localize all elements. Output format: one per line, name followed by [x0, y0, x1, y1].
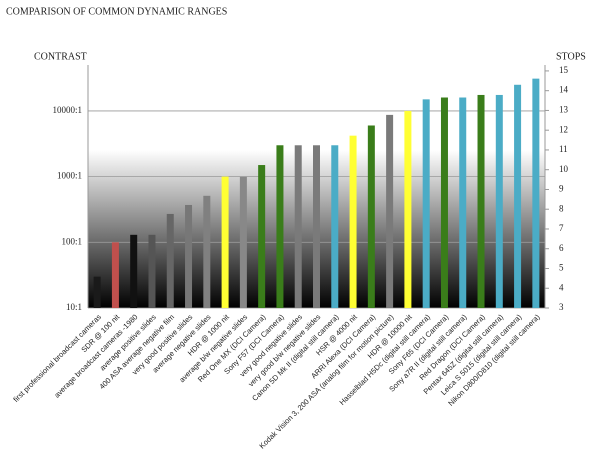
y-tick-label: 10:1 [66, 302, 82, 312]
bar [532, 78, 540, 308]
y2-tick-label: 8 [559, 203, 564, 213]
y2-tick-label: 13 [559, 105, 569, 115]
bar [185, 204, 193, 308]
bar [93, 276, 101, 308]
y2-tick-label: 3 [559, 302, 564, 312]
bar [459, 97, 467, 308]
y-axis-label: CONTRAST [34, 51, 87, 62]
y-tick-label: 1000:1 [57, 171, 82, 181]
bar [495, 94, 503, 308]
y2-tick-label: 4 [559, 282, 564, 292]
bar [440, 97, 448, 308]
bar [276, 145, 284, 308]
y2-tick-label: 7 [559, 223, 564, 233]
y2-tick-label: 12 [559, 124, 568, 134]
bar [203, 195, 211, 308]
chart-title: COMPARISON OF COMMON DYNAMIC RANGES [6, 6, 227, 17]
bar [148, 234, 156, 308]
y2-tick-label: 15 [559, 65, 569, 75]
bar [477, 94, 485, 308]
bar [349, 135, 357, 308]
y2-tick-label: 9 [559, 184, 564, 194]
bar [239, 176, 247, 308]
bar [258, 165, 266, 308]
bar [221, 176, 229, 308]
bar [130, 234, 138, 308]
y2-tick-label: 5 [559, 263, 564, 273]
bar [386, 114, 394, 308]
bar [166, 213, 174, 308]
bar [294, 145, 302, 308]
bar [422, 99, 430, 308]
y2-tick-label: 11 [559, 144, 568, 154]
bar [313, 145, 320, 308]
bar [514, 84, 522, 309]
bar [331, 145, 339, 308]
bar [367, 125, 375, 308]
y-tick-label: 100:1 [61, 236, 82, 246]
y-tick-label: 10000:1 [52, 105, 82, 115]
y2-tick-label: 14 [559, 85, 569, 95]
y2-tick-label: 6 [559, 243, 564, 253]
y2-axis-label: STOPS [556, 51, 586, 62]
y2-tick-label: 10 [559, 164, 569, 174]
bar [404, 110, 412, 308]
bar [111, 242, 119, 308]
